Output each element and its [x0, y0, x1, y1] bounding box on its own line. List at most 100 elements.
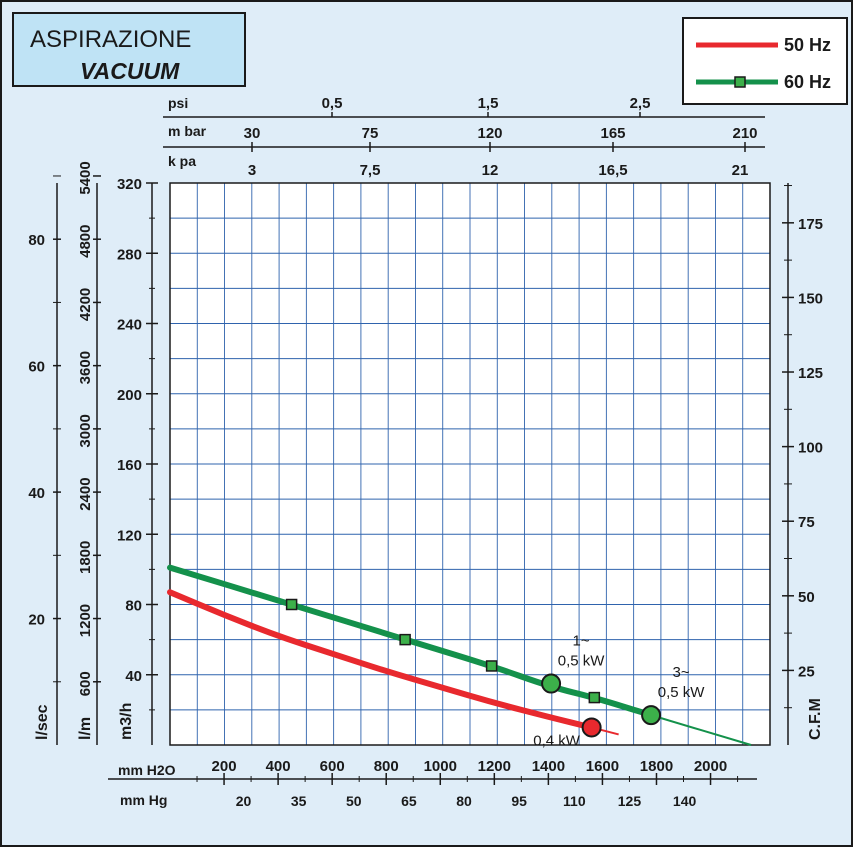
operating-point-label-50hz: 0,4 kW	[533, 732, 581, 749]
lm-tick-label: 600	[77, 671, 94, 696]
legend-frame	[682, 17, 848, 105]
hg-tick-label: 50	[346, 793, 362, 809]
title-line2: VACUUM	[80, 58, 180, 84]
hg-tick-label: 140	[673, 793, 697, 809]
kpa-tick-label: 21	[732, 162, 749, 179]
series-marker-60hz	[485, 660, 498, 672]
hg-tick-label: 80	[456, 793, 472, 809]
grid	[170, 183, 770, 745]
top-axes: psi m bar k pa 0,5 1,5 2,5 30 75 120 165 210 3 7,…	[163, 95, 765, 179]
series-marker-60hz	[399, 633, 411, 646]
series-line-50hz	[167, 589, 592, 731]
lsec-axis-label: l/sec	[34, 704, 51, 740]
lm-tick-label: 4800	[77, 225, 94, 258]
legend: 50 Hz 60 Hz	[682, 17, 848, 105]
operating-point-60hz	[641, 705, 662, 726]
hg-tick-label: 65	[401, 793, 417, 809]
m3h-tick-label: 160	[117, 457, 142, 474]
mbar-tick-label: 210	[732, 125, 757, 142]
lm-tick-label: 3000	[77, 414, 94, 447]
mbar-tick-label: 120	[477, 125, 502, 142]
lsec-tick-label: 20	[28, 612, 45, 629]
cfm-tick-label: 125	[798, 365, 823, 382]
h2o-tick-label: 600	[320, 758, 345, 775]
operating-point-power-60hz: 0,5 kW	[558, 653, 606, 670]
h2o-tick-label: 2000	[694, 758, 727, 775]
operating-point-60hz	[541, 673, 562, 694]
lm-tick-label: 3600	[77, 351, 94, 384]
m3h-tick-label: 40	[125, 668, 142, 685]
hg-tick-label: 110	[563, 793, 586, 809]
h2o-tick-label: 1400	[532, 758, 565, 775]
series-line-60hz	[167, 564, 652, 719]
cfm-tick-label: 150	[798, 290, 823, 307]
psi-tick-label: 0,5	[322, 95, 343, 112]
operating-point-power-60hz: 0,5 kW	[658, 684, 706, 701]
series-marker-60hz	[285, 598, 298, 611]
lm-tick-label: 1200	[77, 604, 94, 637]
lsec-tick-label: 80	[28, 232, 45, 249]
cfm-axis-label: C.F.M	[807, 698, 824, 740]
lm-axis-label: l/m	[77, 717, 94, 740]
hg-axis-label: mm Hg	[120, 792, 167, 808]
m3h-axis-label: m3/h	[118, 703, 135, 740]
mbar-tick-label: 165	[600, 125, 625, 142]
operating-point-phase-60hz: 1~	[573, 633, 590, 650]
right-axes: C.F.M 25 50 75 100 125 150 175	[782, 183, 824, 745]
plot-area	[169, 182, 771, 746]
cfm-tick-label: 25	[798, 663, 815, 680]
m3h-tick-label: 80	[125, 598, 142, 615]
psi-axis-label: psi	[168, 95, 188, 111]
legend-marker-60hz	[734, 76, 746, 88]
h2o-tick-label: 800	[374, 758, 399, 775]
operating-point-50hz	[581, 717, 602, 738]
m3h-tick-label: 240	[117, 317, 142, 334]
m3h-tick-label: 200	[117, 387, 142, 404]
kpa-tick-label: 12	[482, 162, 499, 179]
lsec-tick-label: 40	[28, 485, 45, 502]
h2o-tick-label: 200	[212, 758, 237, 775]
title-box: ASPIRAZIONE VACUUM	[12, 12, 246, 87]
series-layer: 0,4 kW 1~ 0,5 kW 3~ 0,5 kW	[167, 564, 752, 749]
m3h-tick-label: 280	[117, 246, 142, 263]
hg-tick-label: 35	[291, 793, 307, 809]
left-axes: l/sec l/m m3/h 40 80 120 160 200 240 280 320 600…	[28, 161, 158, 745]
h2o-axis-label: mm H2O	[118, 762, 176, 778]
hg-tick-label: 95	[511, 793, 527, 809]
plot-border	[169, 182, 771, 746]
lm-tick-label: 5400	[77, 161, 94, 194]
legend-label-60hz: 60 Hz	[784, 72, 831, 92]
psi-tick-label: 1,5	[478, 95, 499, 112]
h2o-tick-label: 1800	[640, 758, 673, 775]
cfm-tick-label: 175	[798, 216, 823, 233]
lm-tick-label: 4200	[77, 288, 94, 321]
cfm-tick-label: 75	[798, 514, 815, 531]
title-line1: ASPIRAZIONE	[30, 26, 191, 53]
series-marker-60hz	[588, 691, 601, 704]
hg-tick-label: 125	[618, 793, 642, 809]
m3h-tick-label: 120	[117, 527, 142, 544]
lm-tick-label: 1800	[77, 541, 94, 574]
kpa-axis-label: k pa	[168, 153, 196, 169]
h2o-tick-label: 1600	[586, 758, 619, 775]
cfm-tick-label: 50	[798, 589, 815, 606]
kpa-tick-label: 3	[248, 162, 256, 179]
lsec-tick-label: 60	[28, 359, 45, 376]
mbar-tick-label: 30	[244, 125, 261, 142]
operating-point-phase-60hz: 3~	[673, 664, 690, 681]
cfm-tick-label: 100	[798, 440, 823, 457]
kpa-tick-label: 16,5	[598, 162, 627, 179]
h2o-tick-label: 400	[266, 758, 291, 775]
mbar-axis-label: m bar	[168, 123, 207, 139]
h2o-tick-label: 1000	[424, 758, 457, 775]
m3h-tick-label: 320	[117, 176, 142, 193]
legend-label-50hz: 50 Hz	[784, 35, 831, 55]
h2o-tick-label: 1200	[478, 758, 511, 775]
mbar-tick-label: 75	[362, 125, 379, 142]
psi-tick-label: 2,5	[630, 95, 651, 112]
kpa-tick-label: 7,5	[360, 162, 381, 179]
bottom-axes: mm H2O mm Hg 200 400 600 800 1000 1200 1400 160…	[108, 758, 757, 809]
